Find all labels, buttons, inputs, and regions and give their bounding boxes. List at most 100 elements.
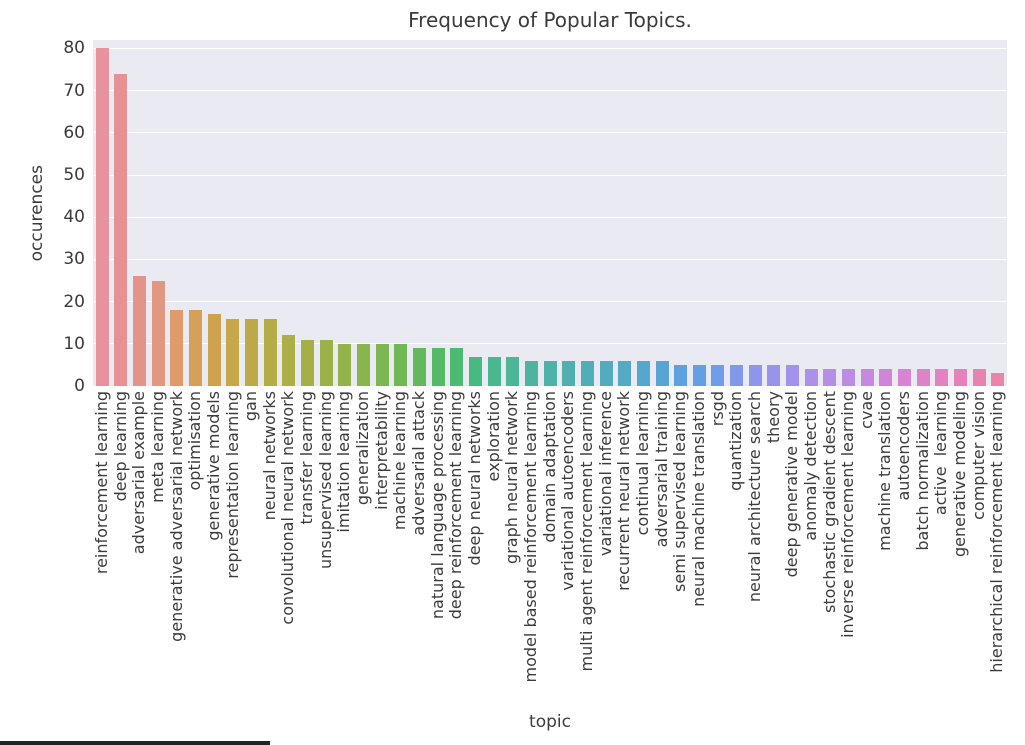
x-tick-label: quantization: [726, 391, 746, 491]
bar: [524, 360, 538, 386]
x-tick-label: recurrent neural network: [614, 391, 634, 591]
x-tick-label: meta learning: [147, 391, 167, 503]
bar: [357, 343, 371, 386]
bar: [954, 369, 968, 386]
bar-slot: [858, 40, 877, 386]
x-tick-label: neural machine translation: [688, 391, 708, 607]
x-tick-slot: graph neural network: [502, 391, 522, 713]
bar-slot: [951, 40, 970, 386]
x-tick-label: adversarial training: [651, 391, 671, 548]
bar-slot: [727, 40, 746, 386]
plot-area: [93, 40, 1007, 386]
bar: [991, 373, 1005, 386]
x-tick-slot: neural machine translation: [688, 391, 709, 713]
bar-slot: [578, 40, 597, 386]
x-tick-label: machine learning: [390, 391, 410, 531]
x-tick-slot: adversarial attack: [409, 391, 429, 713]
x-tick-label: exploration: [483, 391, 503, 482]
x-tick-slot: machine translation: [875, 391, 896, 713]
bar: [692, 364, 706, 386]
y-tick-label: 30: [63, 249, 85, 270]
x-tick-slot: continual learning: [632, 391, 653, 713]
x-tick-slot: interpretability: [372, 391, 392, 713]
bar-slot: [597, 40, 616, 386]
bar-slot: [224, 40, 243, 386]
bar-slot: [615, 40, 634, 386]
x-tick-slot: meta learning: [147, 391, 168, 713]
bar-slot: [149, 40, 168, 386]
x-tick-label: adversarial attack: [409, 391, 429, 536]
x-tick-slot: inverse reinforcement learning: [838, 391, 858, 713]
x-tick-label: inverse reinforcement learning: [838, 391, 858, 638]
x-tick-label: anomaly detection: [800, 391, 820, 541]
x-tick-label: computer vision: [968, 391, 988, 520]
bar: [786, 364, 800, 386]
x-tick-label: variational autoencoders: [558, 391, 578, 591]
bar-slot: [485, 40, 504, 386]
x-tick-slot: representation learning: [223, 391, 243, 713]
bar: [263, 318, 277, 386]
bar-slot: [671, 40, 690, 386]
bar: [618, 360, 632, 386]
bar: [133, 276, 147, 386]
x-tick-slot: unsupervised learning: [315, 391, 336, 713]
bar-slot: [877, 40, 896, 386]
bar-slot: [690, 40, 709, 386]
bar: [506, 356, 520, 386]
y-tick-label: 10: [63, 333, 85, 354]
x-tick-label: deep generative model: [782, 391, 802, 578]
bar-slot: [447, 40, 466, 386]
x-tick-slot: transfer learning: [297, 391, 317, 713]
bar-slot: [503, 40, 522, 386]
x-tick-label: model based reinforcement learning: [521, 391, 541, 683]
gridline: [93, 343, 1007, 345]
y-tick-label: 20: [63, 291, 85, 312]
x-tick-label: generative models: [203, 391, 223, 541]
bar-slot: [410, 40, 429, 386]
x-tick-label: rsgd: [707, 391, 727, 427]
bar-slot: [298, 40, 317, 386]
x-tick-label: neural architecture search: [744, 391, 764, 603]
x-tick-slot: computer vision: [968, 391, 989, 713]
bar-slot: [112, 40, 131, 386]
x-tick-slot: adversarial training: [651, 391, 672, 713]
x-tick-slot: natural language processing: [427, 391, 448, 713]
bar-slot: [933, 40, 952, 386]
x-tick-slot: domain adaptation: [540, 391, 560, 713]
bar-slot: [559, 40, 578, 386]
bar-slot: [839, 40, 858, 386]
bar-slot: [280, 40, 299, 386]
bar-slot: [634, 40, 653, 386]
x-tick-label: machine translation: [875, 391, 895, 551]
x-tick-slot: batch normalization: [913, 391, 933, 713]
x-tick-slot: deep generative model: [782, 391, 802, 713]
bar: [543, 360, 557, 386]
bar: [879, 369, 893, 386]
x-tick-slot: variational inference: [596, 391, 616, 713]
gridline: [93, 301, 1007, 303]
x-tick-slot: rsgd: [707, 391, 728, 713]
x-tick-slot: gan: [241, 391, 261, 713]
x-tick-slot: reinforcement learning: [92, 391, 112, 713]
x-tick-slot: neural architecture search: [744, 391, 765, 713]
x-tick-label: imitation learning: [334, 391, 354, 533]
bar: [711, 364, 725, 386]
bar-slot: [130, 40, 149, 386]
x-tick-slot: generative modeling: [950, 391, 970, 713]
x-tick-slot: optimisation: [185, 391, 205, 713]
x-tick-label: natural language processing: [427, 391, 447, 620]
bar: [748, 364, 762, 386]
x-tick-label: cvae: [856, 391, 876, 429]
x-tick-label: unsupervised learning: [315, 391, 335, 569]
bar: [674, 364, 688, 386]
x-tick-label: continual learning: [632, 391, 652, 536]
x-tick-label: autoencoders: [894, 391, 914, 501]
x-tick-slot: deep neural networks: [465, 391, 485, 713]
x-tick-label: hierarchical reinforcement learning: [987, 391, 1007, 673]
bar-slot: [653, 40, 672, 386]
bar: [412, 348, 426, 386]
bar-slot: [186, 40, 205, 386]
y-tick-label: 70: [63, 80, 85, 101]
x-tick-label: stochastic gradient descent: [819, 391, 839, 613]
